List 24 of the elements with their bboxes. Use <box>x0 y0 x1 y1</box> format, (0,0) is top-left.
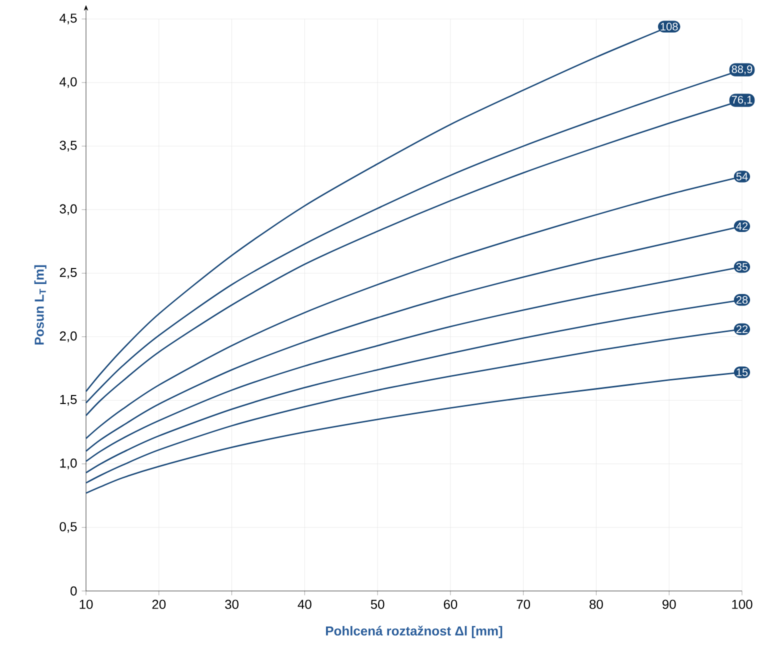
x-tick-label: 70 <box>516 600 530 609</box>
y-tick-label: 0 <box>70 586 77 596</box>
x-tick-label: 40 <box>298 600 312 609</box>
y-tick-label: 2,5 <box>60 268 77 279</box>
y-tick-label: 4,0 <box>60 77 77 88</box>
x-tick-label: 90 <box>662 600 676 609</box>
series-label: 35 <box>736 262 748 271</box>
x-tick-label: 100 <box>732 600 752 609</box>
y-tick-label: 1,5 <box>60 395 77 406</box>
x-tick-label: 30 <box>225 600 238 609</box>
y-tick-label: 2,0 <box>60 331 77 342</box>
x-tick-label: 50 <box>370 600 384 609</box>
x-tick-label: 60 <box>444 600 458 609</box>
x-axis-title: Pohlcená roztažnost Δl [mm] <box>326 626 502 638</box>
series-label: 42 <box>736 222 748 230</box>
y-axis-title: Posun L$_{T}$ [m] <box>34 265 46 345</box>
x-tick-label: 10 <box>80 600 93 609</box>
y-tick-label: 0,5 <box>60 522 77 533</box>
x-tick-label: 20 <box>152 600 166 609</box>
y-tick-label: 4,5 <box>60 14 77 24</box>
x-tick-label: 80 <box>590 600 603 609</box>
y-tick-label: 1,0 <box>60 458 77 470</box>
y-tick-label: 3,5 <box>60 140 77 152</box>
y-tick-label: 3,0 <box>60 204 77 216</box>
